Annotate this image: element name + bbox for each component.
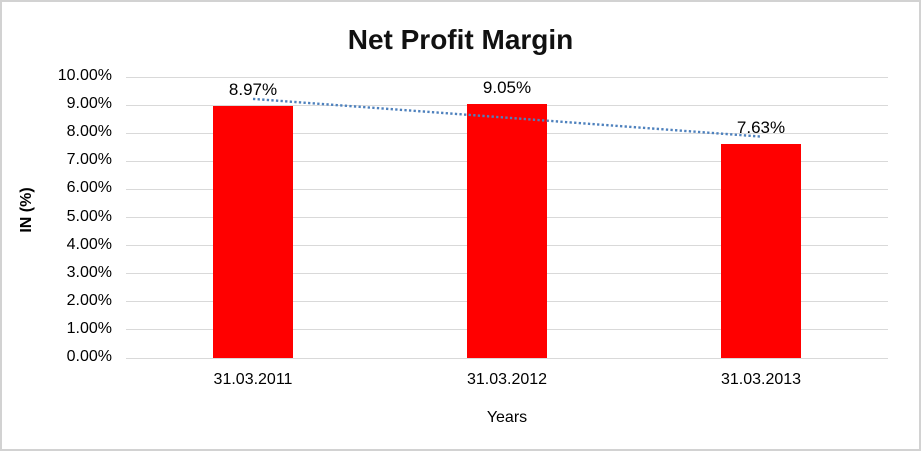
gridline xyxy=(126,76,888,78)
x-tick-label: 31.03.2011 xyxy=(213,371,293,388)
x-tick-label: 31.03.2012 xyxy=(466,371,548,388)
y-tick-label: 1.00% xyxy=(66,319,112,337)
y-tick-label: 5.00% xyxy=(66,207,112,225)
y-tick-label: 8.00% xyxy=(66,123,112,141)
x-axis-title: Years xyxy=(486,409,528,426)
bar-value-label: 9.05% xyxy=(482,77,532,97)
x-tick-label: 31.03.2013 xyxy=(720,371,802,388)
y-tick-label: 2.00% xyxy=(66,291,112,309)
plot-area: 8.97% 9.05% 7.63% xyxy=(126,76,888,359)
bar xyxy=(721,143,801,358)
trendline-path xyxy=(252,97,762,138)
bar-value-label: 8.97% xyxy=(228,79,278,99)
y-tick-label: 0.00% xyxy=(66,348,112,365)
chart-title: Net Profit Margin xyxy=(347,24,574,55)
y-tick-label: 6.00% xyxy=(66,179,112,197)
gridline xyxy=(126,357,888,359)
bar xyxy=(213,105,293,358)
bar-value-label: 7.63% xyxy=(736,117,786,137)
bar xyxy=(467,103,547,358)
y-tick-label: 4.00% xyxy=(66,235,112,253)
trendline xyxy=(252,97,762,138)
y-tick-label: 10.00% xyxy=(57,67,112,84)
y-tick-label: 7.00% xyxy=(66,151,112,169)
y-tick-label: 3.00% xyxy=(66,263,112,281)
y-tick-label: 9.00% xyxy=(66,95,112,113)
